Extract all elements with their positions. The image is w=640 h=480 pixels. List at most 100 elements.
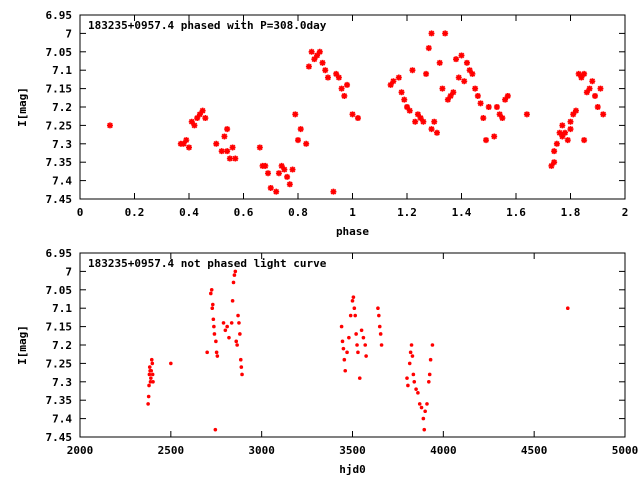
data-point [224, 148, 231, 155]
data-point [210, 306, 215, 311]
x-tick-label: 0.2 [125, 206, 145, 219]
data-point [196, 111, 203, 118]
data-point [275, 170, 282, 177]
data-point [340, 339, 345, 344]
data-point [379, 343, 384, 347]
x-tick-label: 3500 [339, 444, 366, 457]
data-point [212, 324, 216, 329]
data-point [551, 148, 558, 155]
data-point [354, 332, 358, 336]
data-point [436, 59, 443, 66]
y-tick-label: 7.35 [46, 156, 73, 169]
data-point [409, 67, 416, 74]
data-point [551, 159, 558, 166]
data-point [407, 361, 412, 366]
y-tick-label: 7.3 [52, 138, 72, 151]
data-point [183, 137, 190, 144]
x-axis-label: phase [336, 225, 369, 238]
data-point [523, 111, 530, 118]
data-point [562, 129, 569, 136]
y-tick-label: 7.45 [46, 431, 73, 444]
data-point [292, 111, 299, 118]
data-point [565, 306, 570, 311]
data-point [295, 137, 301, 144]
data-point [377, 324, 382, 329]
phased-panel: 6.95 7 7.05 7.1 7.15 7.2 7.25 7.3 7.35 7.4 7.45 0 0.… [16, 9, 628, 238]
data-point [578, 74, 585, 81]
data-point [347, 335, 351, 340]
data-point [395, 74, 402, 81]
data-point [499, 115, 506, 122]
data-point [463, 59, 470, 66]
data-point [581, 137, 588, 144]
data-point [229, 321, 234, 325]
data-point [458, 52, 465, 59]
data-point [592, 92, 599, 99]
data-point [342, 357, 347, 362]
data-point [151, 380, 155, 384]
data-point [586, 85, 593, 92]
data-point [308, 48, 315, 55]
data-point [239, 365, 244, 369]
y-axis-label: I[mag] [16, 87, 29, 127]
data-point [215, 354, 220, 358]
data-point [214, 350, 219, 355]
data-point [404, 104, 410, 110]
data-point [423, 409, 427, 414]
x-tick-label: 4500 [521, 444, 548, 457]
data-point [226, 155, 233, 162]
data-point [335, 74, 342, 81]
data-point [427, 380, 431, 384]
data-point [180, 140, 187, 147]
data-point [420, 118, 427, 125]
data-point [169, 361, 173, 366]
data-point [213, 427, 218, 432]
data-point [146, 402, 150, 406]
data-point [209, 288, 214, 292]
data-point [442, 30, 449, 37]
data-point [147, 383, 151, 388]
data-point [455, 74, 462, 81]
data-point [377, 313, 381, 318]
chart-title: 183235+0957.4 not phased light curve [88, 257, 327, 270]
data-point [433, 129, 440, 136]
y-tick-label: 7.25 [46, 357, 73, 370]
data-point [364, 354, 368, 358]
data-point [428, 357, 433, 362]
y-tick-label: 7 [65, 27, 72, 40]
data-point [466, 67, 473, 74]
data-point [344, 81, 351, 88]
data-point [148, 380, 153, 384]
x-tick-label: 2500 [158, 444, 185, 457]
data-point [597, 85, 604, 92]
x-tick-label: 2000 [67, 444, 94, 457]
data-point [421, 416, 426, 421]
data-point [414, 387, 418, 391]
data-point [256, 144, 263, 151]
data-point [453, 56, 460, 63]
data-point [480, 115, 487, 122]
x-tick-label: 1 [349, 206, 356, 219]
data-point [284, 173, 291, 180]
data-points [146, 269, 570, 432]
data-point [559, 122, 566, 129]
data-point [303, 140, 310, 147]
data-point [211, 317, 216, 322]
y-tick-label: 7.4 [52, 175, 72, 188]
y-tick-label: 7.45 [46, 193, 73, 206]
data-point [188, 118, 195, 125]
data-point [376, 306, 380, 311]
data-point [444, 96, 451, 103]
data-point [210, 302, 215, 307]
data-point [319, 59, 326, 66]
y-tick-label: 6.95 [46, 9, 73, 22]
data-point [194, 115, 201, 122]
data-point [149, 357, 154, 362]
data-point [267, 184, 274, 191]
data-point [343, 368, 348, 373]
x-tick-label: 3000 [248, 444, 275, 457]
data-point [398, 89, 405, 96]
data-point [305, 63, 312, 70]
data-point [350, 299, 355, 303]
data-point [570, 111, 577, 118]
